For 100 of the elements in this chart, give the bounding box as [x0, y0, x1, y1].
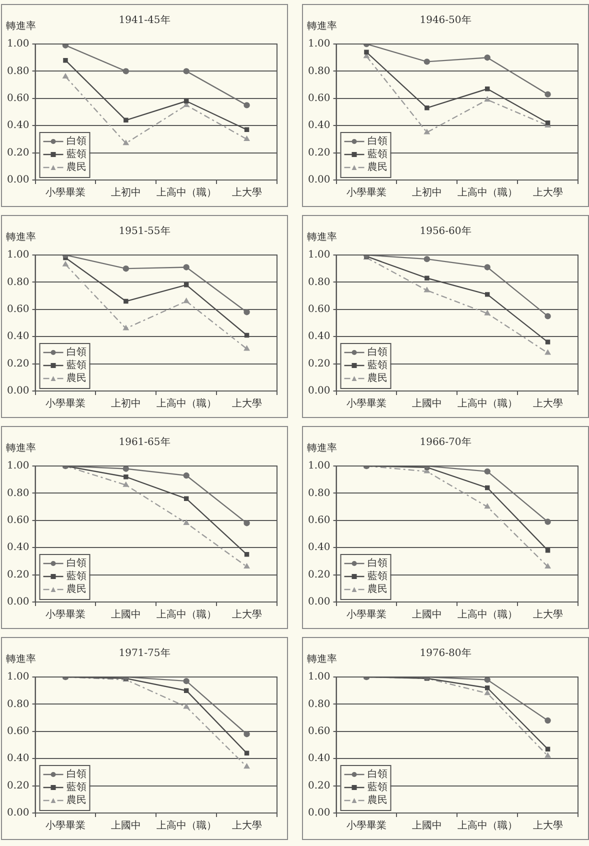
legend-label: 藍領	[66, 781, 86, 794]
y-tick-label: 1.00	[7, 672, 30, 683]
x-tick-label: 上大學	[532, 608, 563, 621]
y-tick-label: 0.40	[7, 120, 30, 132]
y-tick-label: 0.60	[308, 92, 330, 104]
x-tick-label: 上初中	[412, 186, 442, 199]
legend-label: 藍領	[367, 359, 388, 372]
x-tick-label: 小學畢業	[346, 186, 386, 199]
legend-label: 農民	[66, 372, 86, 384]
x-tick-label: 小學畢業	[45, 820, 86, 832]
legend-label: 白領	[66, 346, 86, 358]
legend-label: 白領	[367, 557, 388, 570]
chart-title: 1966-70年	[420, 437, 472, 448]
x-tick-label: 小學畢業	[45, 608, 86, 621]
y-tick-label: 0.00	[308, 174, 330, 186]
y-axis-title: 轉進率	[307, 20, 337, 33]
y-tick-label: 0.80	[7, 276, 30, 288]
x-tick-label: 上高中（職）	[457, 608, 518, 621]
x-tick-label: 上大學	[532, 820, 563, 832]
y-tick-label: 0.40	[7, 753, 30, 764]
y-axis-title: 轉進率	[6, 442, 36, 455]
y-tick-label: 0.00	[7, 386, 30, 397]
y-tick-label: 1.00	[308, 460, 330, 472]
y-tick-label: 0.40	[308, 753, 330, 764]
y-tick-label: 0.20	[308, 147, 330, 158]
x-tick-label: 上高中（職）	[156, 398, 216, 410]
y-tick-label: 0.00	[7, 596, 30, 608]
y-tick-label: 0.20	[7, 358, 30, 370]
y-tick-label: 0.20	[308, 780, 330, 792]
legend-label: 白領	[66, 557, 86, 570]
chart-title: 1956-60年	[420, 226, 472, 237]
legend-label: 白領	[367, 135, 388, 148]
x-tick-label: 小學畢業	[45, 186, 86, 199]
y-tick-label: 0.20	[7, 147, 30, 158]
legend-label: 藍領	[367, 781, 388, 794]
y-tick-label: 0.20	[7, 780, 30, 792]
y-tick-label: 0.60	[308, 304, 330, 315]
y-tick-label: 0.80	[308, 698, 330, 710]
legend-label: 藍領	[367, 570, 388, 582]
y-tick-label: 0.20	[7, 569, 30, 580]
x-tick-label: 上大學	[532, 186, 563, 199]
y-axis-title: 轉進率	[6, 20, 36, 33]
y-tick-label: 0.60	[308, 514, 330, 526]
chart-title: 1946-50年	[420, 15, 472, 26]
y-tick-label: 0.60	[7, 92, 30, 104]
x-tick-label: 小學畢業	[346, 608, 386, 621]
y-axis-title: 轉進率	[307, 230, 337, 244]
y-tick-label: 1.00	[7, 460, 30, 472]
y-tick-label: 0.80	[7, 488, 30, 499]
legend-label: 農民	[66, 161, 86, 174]
legend-label: 白領	[66, 768, 86, 780]
y-tick-label: 0.80	[7, 698, 30, 710]
y-tick-label: 0.60	[308, 726, 330, 737]
legend-label: 白領	[367, 346, 388, 358]
y-tick-label: 1.00	[308, 672, 330, 683]
y-tick-label: 0.40	[7, 331, 30, 342]
y-tick-label: 0.00	[308, 808, 330, 819]
y-tick-label: 1.00	[7, 250, 30, 261]
y-tick-label: 0.00	[7, 808, 30, 819]
legend-label: 白領	[66, 135, 86, 148]
x-tick-label: 上高中（職）	[457, 186, 518, 199]
y-tick-label: 0.20	[308, 569, 330, 580]
legend-label: 藍領	[367, 148, 388, 160]
y-tick-label: 0.60	[7, 304, 30, 315]
x-tick-label: 上國中	[110, 608, 141, 621]
x-tick-label: 上大學	[232, 608, 262, 621]
y-axis-title: 轉進率	[307, 652, 337, 666]
x-tick-label: 小學畢業	[346, 820, 386, 832]
y-tick-label: 0.40	[308, 120, 330, 132]
chart-title: 1941-45年	[118, 15, 170, 26]
x-tick-label: 上高中（職）	[457, 398, 518, 410]
y-tick-label: 0.40	[308, 542, 330, 554]
x-tick-label: 上國中	[412, 820, 442, 832]
x-tick-label: 上大學	[232, 820, 262, 832]
chart-title: 1976-80年	[420, 648, 472, 659]
x-tick-label: 上高中（職）	[156, 820, 216, 832]
x-tick-label: 小學畢業	[45, 398, 86, 410]
x-tick-label: 上國中	[110, 820, 141, 832]
y-tick-label: 0.40	[308, 331, 330, 342]
chart-title: 1961-65年	[118, 437, 170, 448]
x-tick-label: 上高中（職）	[156, 608, 216, 621]
legend-label: 農民	[367, 794, 388, 806]
y-axis-title: 轉進率	[307, 442, 337, 455]
x-tick-label: 小學畢業	[346, 398, 386, 410]
y-tick-label: 0.80	[308, 488, 330, 499]
legend-label: 農民	[367, 372, 388, 384]
x-tick-label: 上大學	[232, 398, 262, 410]
y-tick-label: 0.20	[308, 358, 330, 370]
x-tick-label: 上初中	[110, 398, 141, 410]
y-tick-label: 0.00	[7, 174, 30, 186]
legend-label: 農民	[66, 794, 86, 806]
y-tick-label: 0.80	[7, 66, 30, 77]
x-tick-label: 上初中	[110, 186, 141, 199]
y-tick-label: 1.00	[7, 38, 30, 50]
y-tick-label: 0.00	[308, 596, 330, 608]
legend-label: 白領	[367, 768, 388, 780]
legend-label: 農民	[367, 583, 388, 596]
x-tick-label: 上大學	[232, 186, 262, 199]
legend-label: 藍領	[66, 148, 86, 160]
y-tick-label: 1.00	[308, 38, 330, 50]
